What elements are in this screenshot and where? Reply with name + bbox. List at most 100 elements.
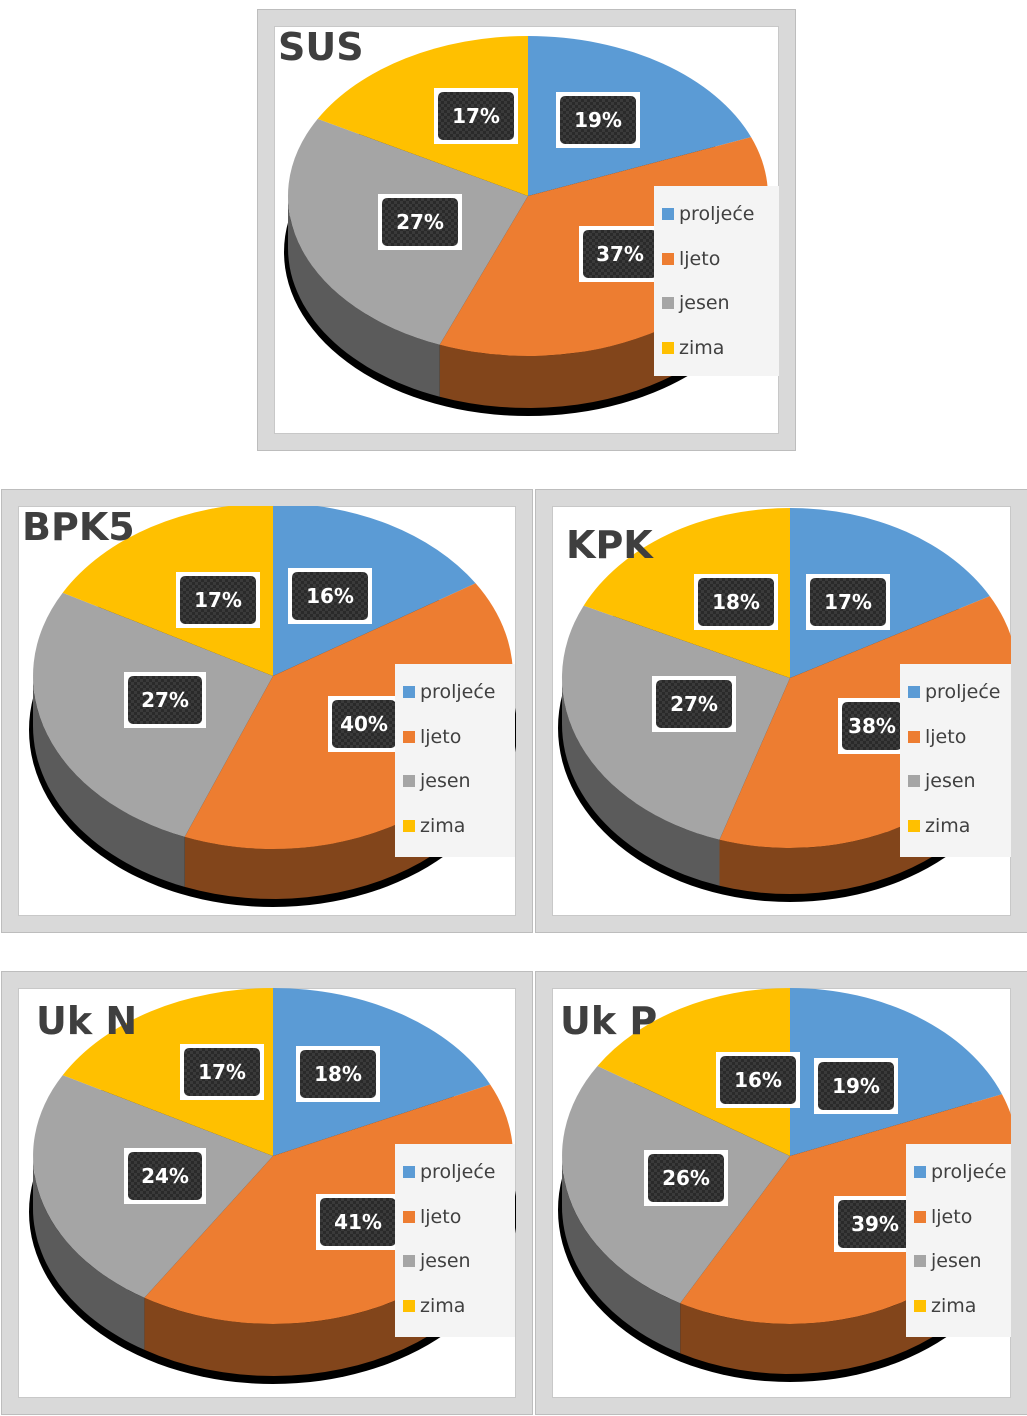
data-label-text: 17% xyxy=(180,576,256,624)
data-label-text: 24% xyxy=(128,1152,202,1200)
pie-slice-zima xyxy=(317,36,528,196)
data-label-text: 16% xyxy=(292,572,368,620)
data-label-proljece: 17% xyxy=(806,574,890,630)
chart-title: Uk N xyxy=(36,999,138,1043)
legend-label: jesen xyxy=(420,1250,471,1273)
data-label-jesen: 26% xyxy=(644,1150,728,1206)
legend-swatch xyxy=(662,252,674,265)
pie-slice-proljeće xyxy=(273,988,491,1156)
data-label-text: 17% xyxy=(810,578,886,626)
legend-item-ljeto: ljeto xyxy=(908,715,1007,760)
legend-swatch xyxy=(914,1255,926,1268)
legend-label: ljeto xyxy=(420,1205,462,1228)
data-label-ljeto: 38% xyxy=(838,698,906,754)
legend-item-proljece: proljeće xyxy=(914,1150,1008,1195)
legend-item-jesen: jesen xyxy=(403,759,507,804)
pie-side-jesen xyxy=(562,678,720,886)
data-label-zima: 17% xyxy=(434,88,518,144)
legend-swatch xyxy=(662,208,674,221)
legend-item-jesen: jesen xyxy=(914,1239,1008,1284)
legend-label: jesen xyxy=(420,770,471,793)
pie-chart-svg xyxy=(29,988,516,1384)
data-label-text: 17% xyxy=(184,1048,260,1096)
pie-slice-proljeće xyxy=(273,506,476,676)
legend-item-ljeto: ljeto xyxy=(914,1195,1008,1240)
legend-swatch xyxy=(914,1210,926,1223)
legend-swatch xyxy=(403,686,415,699)
chart-panel-sus: SUS proljeće ljeto jesen zima 19% 37% 27… xyxy=(258,10,795,450)
legend-label: jesen xyxy=(931,1250,982,1273)
chart-panel-uk-n: Uk N proljeće ljeto jesen zima 18% 41% 2… xyxy=(2,972,532,1414)
data-label-jesen: 27% xyxy=(652,676,736,732)
legend-swatch xyxy=(914,1299,926,1312)
legend-label: jesen xyxy=(679,292,730,315)
data-label-jesen: 27% xyxy=(124,672,206,728)
data-label-text: 18% xyxy=(300,1050,376,1098)
legend-item-zima: zima xyxy=(662,326,771,371)
chart-legend: proljeće ljeto jesen zima xyxy=(900,664,1011,857)
legend-swatch xyxy=(662,297,674,310)
legend-label: zima xyxy=(925,814,971,837)
legend-swatch xyxy=(403,1299,415,1312)
data-label-zima: 17% xyxy=(180,1044,264,1100)
legend-item-ljeto: ljeto xyxy=(662,237,771,282)
legend-item-jesen: jesen xyxy=(908,759,1007,804)
legend-label: ljeto xyxy=(925,725,967,748)
legend-item-proljece: proljeće xyxy=(908,670,1007,715)
legend-item-jesen: jesen xyxy=(403,1239,507,1284)
chart-legend: proljeće ljeto jesen zima xyxy=(654,186,779,376)
legend-label: ljeto xyxy=(420,725,462,748)
chart-panel-kpk: KPK proljeće ljeto jesen zima 17% 38% 27… xyxy=(536,490,1027,932)
pie-chart-svg xyxy=(558,508,1011,902)
chart-legend: proljeće ljeto jesen zima xyxy=(906,1144,1011,1337)
data-label-zima: 18% xyxy=(694,574,778,630)
pie-side-jesen xyxy=(33,1156,145,1350)
pie-slice-zima xyxy=(62,506,273,676)
legend-swatch xyxy=(403,1166,415,1179)
legend-swatch xyxy=(914,1166,926,1179)
pie-slice-zima xyxy=(583,508,790,678)
legend-swatch xyxy=(908,775,920,788)
chart-title: BPK5 xyxy=(22,505,135,549)
legend-label: proljeće xyxy=(420,681,496,704)
chart-title: SUS xyxy=(278,25,364,69)
data-label-ljeto: 40% xyxy=(328,696,400,752)
chart-title: Uk P xyxy=(560,999,658,1043)
legend-item-proljece: proljeće xyxy=(662,192,771,237)
legend-label: proljeće xyxy=(925,681,1001,704)
data-label-text: 37% xyxy=(583,230,657,278)
data-label-text: 26% xyxy=(648,1154,724,1202)
legend-label: proljeće xyxy=(931,1161,1007,1184)
data-label-text: 27% xyxy=(128,676,202,724)
chart-panel-bpk5: BPK5 proljeće ljeto jesen zima 16% 40% 2… xyxy=(2,490,532,932)
pie-side-jesen xyxy=(33,676,185,887)
data-label-text: 41% xyxy=(320,1198,396,1246)
data-label-text: 27% xyxy=(382,198,458,246)
legend-item-ljeto: ljeto xyxy=(403,715,507,760)
legend-swatch xyxy=(908,730,920,743)
data-label-text: 18% xyxy=(698,578,774,626)
legend-swatch xyxy=(403,775,415,788)
legend-swatch xyxy=(403,819,415,832)
data-label-proljece: 18% xyxy=(296,1046,380,1102)
chart-legend: proljeće ljeto jesen zima xyxy=(395,1144,515,1337)
data-label-zima: 16% xyxy=(716,1052,800,1108)
legend-item-zima: zima xyxy=(908,804,1007,849)
legend-item-zima: zima xyxy=(403,804,507,849)
data-label-text: 39% xyxy=(838,1200,912,1248)
legend-item-zima: zima xyxy=(914,1284,1008,1329)
legend-item-proljece: proljeće xyxy=(403,670,507,715)
legend-label: zima xyxy=(420,814,466,837)
legend-label: zima xyxy=(931,1294,977,1317)
legend-swatch xyxy=(662,341,674,354)
data-label-jesen: 27% xyxy=(378,194,462,250)
data-label-text: 40% xyxy=(332,700,396,748)
pie-side-jesen xyxy=(562,1156,681,1354)
data-label-text: 38% xyxy=(842,702,902,750)
legend-item-zima: zima xyxy=(403,1284,507,1329)
legend-item-proljece: proljeće xyxy=(403,1150,507,1195)
data-label-proljece: 19% xyxy=(814,1058,898,1114)
legend-label: zima xyxy=(679,336,725,359)
chart-legend: proljeće ljeto jesen zima xyxy=(395,664,515,857)
data-label-text: 17% xyxy=(438,92,514,140)
